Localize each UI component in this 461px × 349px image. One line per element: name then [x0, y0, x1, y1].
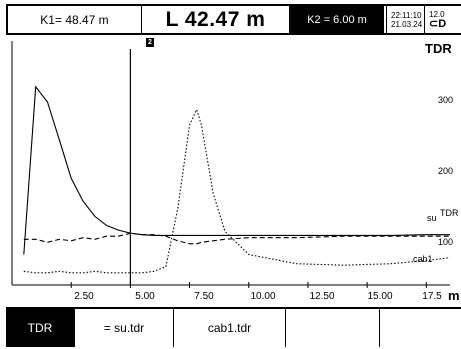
trace-label-su: su	[427, 213, 437, 223]
tab-cab1-tdr[interactable]: cab1.tdr	[174, 309, 286, 347]
date-label: 21.03.24	[391, 19, 423, 29]
series-tdr-line	[23, 85, 450, 255]
battery-voltage: 12.0	[429, 10, 445, 19]
k1-readout[interactable]: K1= 48.47 m	[6, 6, 142, 33]
length-readout: L 42.47 m	[142, 6, 290, 33]
battery-icon: ⊂D	[429, 18, 447, 30]
y-label-200: 200	[438, 166, 454, 176]
tab-tdr[interactable]: TDR	[6, 309, 75, 347]
x-unit: m	[448, 288, 460, 303]
plot-title: TDR	[425, 41, 452, 56]
header-bar: K1= 48.47 m L 42.47 m K2 = 6.00 m 22:11:…	[6, 4, 461, 35]
tab-su-tdr[interactable]: = su.tdr	[75, 309, 174, 347]
k2-readout[interactable]: K2 = 6.00 m	[290, 6, 384, 33]
trace-label-cab1: cab1	[413, 254, 433, 264]
datetime: 22:11:10 21.03.24	[386, 6, 424, 33]
y-label-100: 100	[438, 237, 454, 247]
series-cab1-line	[23, 108, 451, 274]
x-tick: 10.00	[250, 291, 276, 302]
y-label-300: 300	[438, 95, 454, 105]
trace-label-tdr: TDR	[440, 208, 459, 218]
series-su-line	[23, 232, 450, 245]
tab-empty-4[interactable]	[286, 309, 380, 347]
x-tick: 7.50	[194, 291, 214, 302]
x-tick: 12.50	[309, 291, 335, 302]
x-tick: 2.50	[74, 291, 94, 302]
tdr-plot[interactable]: TDR 2 300 200 100 su TDR cab1 2.50 5.00 …	[0, 35, 461, 307]
cursor-marker[interactable]: 2	[146, 38, 154, 47]
time-label: 22:11:10	[391, 10, 422, 20]
tdr-chart[interactable]	[0, 35, 461, 307]
x-tick: 17.5	[422, 291, 442, 302]
x-tick: 15.00	[367, 291, 393, 302]
battery-indicator: 12.0 ⊂D	[424, 6, 461, 33]
tab-empty-5[interactable]	[380, 309, 461, 347]
tab-bar: TDR = su.tdr cab1.tdr	[6, 307, 461, 347]
x-tick: 5.00	[135, 291, 155, 302]
